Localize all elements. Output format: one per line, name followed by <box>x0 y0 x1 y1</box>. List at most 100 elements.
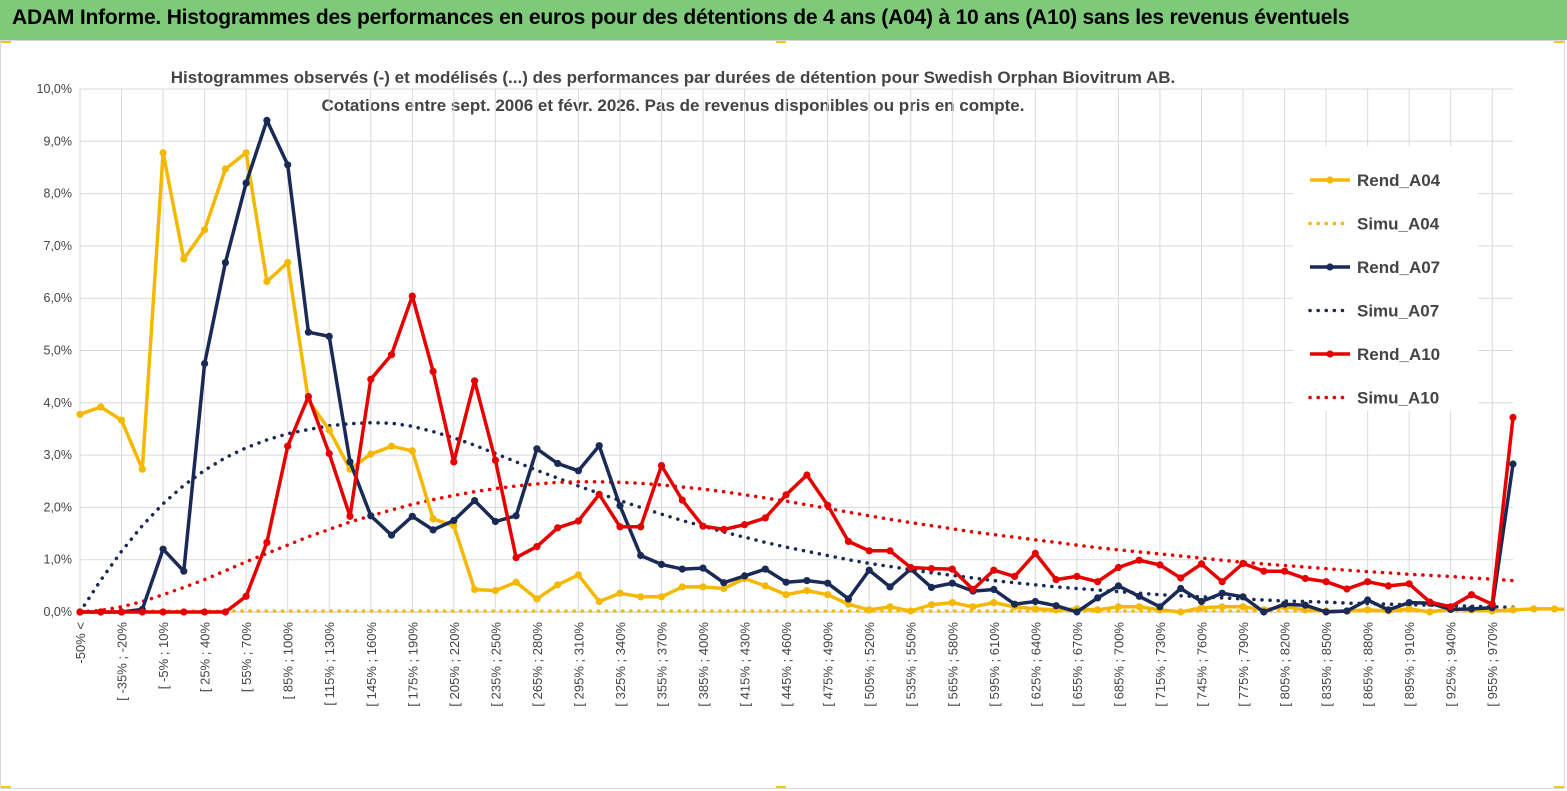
series-rend-a04-point <box>782 591 790 599</box>
series-rend-a04-point <box>1364 606 1372 614</box>
series-rend-a10-point <box>1073 572 1081 581</box>
legend-label-rend-a07: Rend_A07 <box>1357 258 1440 277</box>
series-rend-a10-point <box>1405 580 1413 588</box>
series-rend-a07-point <box>1135 592 1143 600</box>
series-rend-a07-point <box>1467 605 1476 613</box>
series-rend-a07-point <box>678 565 686 573</box>
series-rend-a04-point <box>263 277 271 286</box>
series-rend-a04-point <box>512 578 520 586</box>
series-rend-a04-point <box>824 591 832 599</box>
x-tick-label: [ 475% ; 490% <box>821 622 836 707</box>
y-tick-label: 7,0% <box>44 239 73 253</box>
series-rend-a10-point <box>491 456 499 464</box>
series-rend-a04-point <box>1218 603 1226 611</box>
series-rend-a10-point <box>1509 413 1517 421</box>
series-rend-a07-point <box>1301 601 1309 609</box>
series-rend-a07-point <box>242 179 250 187</box>
series-rend-a04-point <box>844 600 853 608</box>
series-rend-a10-point <box>1447 603 1455 611</box>
x-tick-label: [ 865% ; 880% <box>1361 622 1376 707</box>
series-rend-a10-point <box>782 491 790 499</box>
series-rend-a04-point <box>1114 603 1122 611</box>
series-rend-a04-point <box>907 607 915 615</box>
series-rend-a10-point <box>1322 578 1330 586</box>
series-rend-a10-point <box>1114 563 1122 572</box>
legend-box <box>1293 146 1478 411</box>
series-rend-a10-point <box>284 442 292 450</box>
x-tick-label: [ 505% ; 520% <box>862 622 877 707</box>
x-tick-label: [ 415% ; 430% <box>738 622 753 707</box>
x-tick-label: [ 235% ; 250% <box>488 622 503 707</box>
series-rend-a10-point <box>1364 578 1372 586</box>
series-rend-a07-point <box>263 116 271 124</box>
series-rend-a04-point <box>1530 605 1538 613</box>
series-rend-a07-point <box>450 516 458 525</box>
series-rend-a10-point <box>450 458 458 466</box>
line-chart: Histogrammes observés (-) et modélisés (… <box>37 68 1564 707</box>
series-rend-a07-point <box>927 583 936 592</box>
frame-handle <box>776 786 786 788</box>
series-rend-a10-point <box>1094 578 1102 586</box>
series-rend-a04-point <box>803 587 811 595</box>
series-rend-a04-point <box>1031 605 1039 613</box>
series-rend-a07-point <box>1343 607 1351 615</box>
x-tick-label: [ 655% ; 670% <box>1070 622 1085 707</box>
series-rend-a04-point <box>117 416 126 424</box>
y-tick-label: 8,0% <box>44 187 73 201</box>
series-rend-a04-point <box>657 593 666 601</box>
series-rend-a10-point <box>325 449 333 458</box>
series-rend-a10-point <box>574 517 583 525</box>
series-rend-a04-point <box>1135 603 1143 611</box>
series-rend-a10-point <box>201 608 209 616</box>
series-group <box>76 116 1564 616</box>
chart-area: Histogrammes observés (-) et modélisés (… <box>0 40 1565 789</box>
series-rend-a10-point <box>533 543 541 551</box>
series-rend-a07-point <box>1281 600 1289 608</box>
series-rend-a10-point <box>1467 591 1476 599</box>
series-rend-a07-point <box>491 517 499 526</box>
series-rend-a07-point <box>616 502 624 510</box>
chart-title-line1: Histogrammes observés (-) et modélisés (… <box>171 68 1176 87</box>
series-rend-a10-point <box>1197 560 1206 568</box>
series-rend-a04-point <box>159 149 167 157</box>
series-rend-a07-point <box>221 259 229 267</box>
series-rend-a07-point <box>1218 589 1226 597</box>
series-rend-a10-point <box>761 514 769 522</box>
series-rend-a04-point <box>201 226 209 234</box>
x-tick-label: [ 955% ; 970% <box>1485 622 1500 707</box>
series-rend-a04-point <box>865 606 873 614</box>
y-tick-label: 1,0% <box>44 553 73 567</box>
series-rend-a10-point <box>990 566 998 574</box>
series-rend-a04-point <box>990 599 998 607</box>
series-rend-a04-point <box>325 426 333 434</box>
series-rend-a10-point <box>865 547 873 555</box>
x-tick-label: [ 325% ; 340% <box>613 622 628 707</box>
x-tick-label: [ 85% ; 100% <box>281 622 296 700</box>
series-rend-a07-point <box>1156 603 1164 611</box>
series-rend-a10-point <box>1135 556 1143 564</box>
series-rend-a07-point <box>720 579 728 587</box>
series-rend-a04-point <box>969 603 977 611</box>
series-rend-a04-point <box>948 599 956 607</box>
series-rend-a10-line <box>80 294 1515 614</box>
chart-title-line2: Cotations entre sept. 2006 et févr. 2026… <box>322 96 1025 115</box>
series-rend-a07-point <box>201 360 209 368</box>
series-rend-a10-point <box>637 523 645 531</box>
series-rend-a10-point <box>1156 561 1164 569</box>
series-rend-a04-point <box>76 410 84 418</box>
y-tick-label: 10,0% <box>37 82 72 96</box>
series-rend-a04-point <box>720 584 728 593</box>
series-rend-a04-point <box>595 597 603 606</box>
x-tick-label: [ 775% ; 790% <box>1236 622 1251 707</box>
series-rend-a04-point <box>1550 605 1559 613</box>
series-rend-a10-point <box>221 608 229 616</box>
series-rend-a07-point <box>761 565 769 573</box>
series-rend-a07-point <box>512 512 520 520</box>
series-simu-a07-line <box>78 420 1515 614</box>
series-rend-a10-point <box>512 554 520 562</box>
series-rend-a10-point <box>554 524 562 532</box>
series-rend-a04-point <box>616 589 624 597</box>
x-tick-label: [ 925% ; 940% <box>1444 622 1459 707</box>
x-tick-label: [ 295% ; 310% <box>571 622 586 707</box>
series-rend-a07-point <box>844 595 853 603</box>
